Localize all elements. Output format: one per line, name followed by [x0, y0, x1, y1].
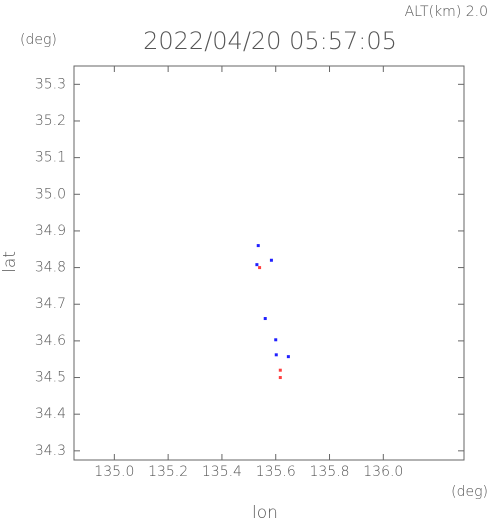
y-tick-label: 34.7 — [35, 296, 66, 312]
point — [286, 355, 290, 359]
point — [274, 353, 278, 357]
point — [263, 317, 267, 321]
point — [255, 263, 259, 267]
x-tick-label: 136.0 — [363, 464, 403, 480]
y-tick-label: 34.4 — [35, 406, 66, 422]
y-unit: (deg) — [20, 32, 57, 48]
plot-frame — [73, 65, 465, 461]
x-tick-label: 135.8 — [309, 464, 349, 480]
x-tick-label: 135.4 — [202, 464, 242, 480]
y-tick-label: 34.9 — [35, 223, 66, 239]
y-tick-label: 35.3 — [35, 76, 66, 92]
y-tick-label: 34.6 — [35, 333, 66, 349]
point — [278, 368, 282, 372]
y-tick-label: 35.1 — [35, 150, 66, 166]
y-tick-label: 34.5 — [35, 370, 66, 386]
point — [256, 244, 260, 248]
x-tick-label: 135.2 — [148, 464, 188, 480]
point — [258, 266, 262, 270]
chart-title: 2022/04/20 05:57:05 — [143, 27, 397, 55]
point — [278, 376, 282, 380]
y-tick-label: 34.3 — [35, 443, 66, 459]
x-unit: (deg) — [451, 484, 488, 500]
point — [274, 338, 278, 342]
point — [269, 258, 273, 262]
y-tick-label: 35.0 — [35, 186, 66, 202]
x-axis-label: lon — [252, 503, 278, 521]
y-tick-label: 34.8 — [35, 260, 66, 276]
x-tick-label: 135.0 — [94, 464, 134, 480]
y-axis-label: lat — [0, 251, 20, 273]
x-tick-label: 135.6 — [256, 464, 296, 480]
y-tick-label: 35.2 — [35, 113, 66, 129]
altitude: ALT(km) 2.0 — [405, 4, 488, 20]
